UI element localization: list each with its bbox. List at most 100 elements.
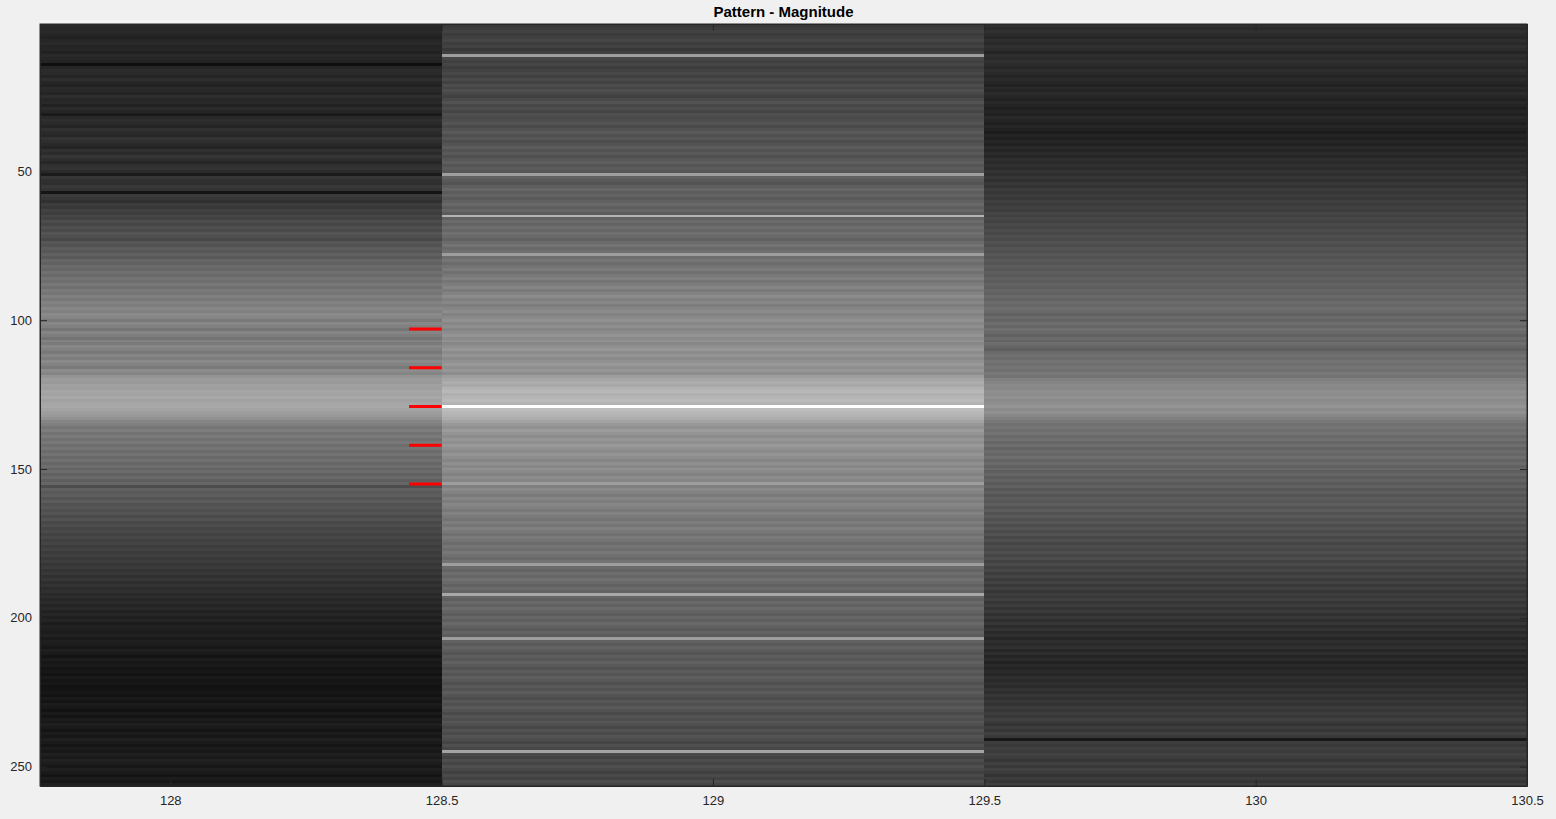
heatmap-cell [442,384,985,387]
heatmap-cell [984,587,1527,590]
heatmap-cell [40,479,442,482]
heatmap-cell [984,494,1527,497]
heatmap-cell [984,610,1527,613]
tick-label: 150 [10,462,32,477]
heatmap-cell [40,709,442,712]
heatmap-cell [40,137,442,140]
heatmap-cell [984,348,1527,351]
heatmap-cell [984,42,1527,45]
heatmap-cell [442,354,985,357]
heatmap-cell [40,756,442,759]
heatmap-cell [442,721,985,724]
tick-mark [40,618,47,619]
heatmap-cell [442,217,985,220]
heatmap-cell [40,741,442,744]
heatmap-cell [984,569,1527,572]
heatmap-cell [40,220,442,223]
heatmap-cell [40,530,442,533]
heatmap-cell [40,92,442,95]
heatmap-cell [442,527,985,530]
heatmap-cell [984,643,1527,646]
heatmap-cell [40,590,442,593]
heatmap-cell [442,340,985,343]
tick [1520,469,1527,470]
heatmap-cell [442,280,985,283]
heatmap-cell [984,744,1527,747]
heatmap-cell [40,375,442,378]
heatmap-cell [442,125,985,128]
heatmap-cell [442,479,985,482]
heatmap-cell [442,351,985,354]
heatmap-cell [442,206,985,209]
heatmap-cell [40,179,442,182]
heatmap-cell [442,518,985,521]
heatmap-cell [40,316,442,319]
heatmap-cell [984,48,1527,51]
heatmap-cell [442,241,985,244]
heatmap-cell [442,149,985,152]
heatmap-cell [442,72,985,75]
heatmap-cell [40,39,442,42]
heatmap-cell [984,604,1527,607]
heatmap-cell [984,774,1527,777]
heatmap-cell [40,197,442,200]
heatmap-cell [984,468,1527,471]
heatmap-cell [40,200,442,203]
heatmap-cell [40,685,442,688]
heatmap-cell [984,277,1527,280]
heatmap-cell [984,729,1527,732]
heatmap-cell [442,262,985,265]
heatmap-cell [442,616,985,619]
heatmap-cell [442,161,985,164]
heatmap-cell [984,209,1527,212]
tick-label: 129 [703,793,725,808]
heatmap-cell [442,399,985,402]
heatmap-cell [40,655,442,658]
heatmap-cell [442,101,985,104]
heatmap-cell [442,694,985,697]
heatmap-cell [984,158,1527,161]
heatmap-cell [40,402,442,405]
heatmap-cell [442,497,985,500]
heatmap-cell [984,334,1527,337]
heatmap-cell [442,334,985,337]
heatmap-cell [984,357,1527,360]
heatmap-cell [442,235,985,238]
heatmap-cell [40,354,442,357]
heatmap-cell [984,488,1527,491]
tick-mark [40,469,47,470]
heatmap-cell [442,366,985,369]
heatmap-cell [442,363,985,366]
heatmap-cell [984,188,1527,191]
heatmap-cell [40,232,442,235]
heatmap-cell [40,587,442,590]
heatmap-cell [40,304,442,307]
heatmap-cell [40,212,442,215]
heatmap-cell [40,268,442,271]
tick-mark [170,779,171,786]
heatmap-cell [984,215,1527,218]
heatmap-cell [40,715,442,718]
heatmap-cell [40,506,442,509]
heatmap-cell [984,107,1527,110]
heatmap-cell [442,673,985,676]
heatmap-cell [442,107,985,110]
heatmap-cell [984,718,1527,721]
heatmap-cell [40,518,442,521]
heatmap-cell [984,197,1527,200]
heatmap-cell [984,396,1527,399]
heatmap-cell [984,420,1527,423]
heatmap-cell [442,405,985,408]
heatmap-cell [40,107,442,110]
heatmap-cell [984,75,1527,78]
chart-svg: 128128.5129129.5130130.550100150200250Pa… [0,0,1556,819]
heatmap-cell [984,554,1527,557]
heatmap-cell [984,649,1527,652]
heatmap-cell [40,122,442,125]
heatmap-cell [442,345,985,348]
heatmap-cell [984,164,1527,167]
heatmap-cell [442,482,985,485]
heatmap-cell [442,735,985,738]
heatmap-cell [984,155,1527,158]
heatmap-cell [442,456,985,459]
